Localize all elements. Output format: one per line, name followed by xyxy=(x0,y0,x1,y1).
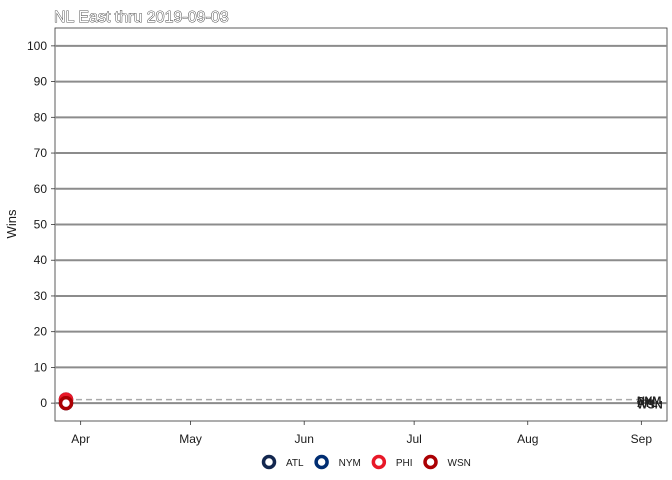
y-tick-label: 90 xyxy=(34,75,48,89)
end-label-wsn: WSN xyxy=(637,400,663,412)
y-tick-label: 20 xyxy=(34,325,48,339)
y-tick-label: 0 xyxy=(40,396,47,410)
legend-key-nym xyxy=(314,454,329,470)
y-tick-label: 80 xyxy=(34,110,48,124)
legend-label-atl: ATL xyxy=(286,458,304,469)
y-tick-label: 40 xyxy=(34,253,48,267)
end-label-nym: NYM xyxy=(637,395,661,407)
x-tick-label: Jun xyxy=(295,432,314,446)
x-axis-ticks: Apr May Jun Jul Aug Sep xyxy=(71,421,652,446)
gridlines xyxy=(55,44,667,405)
end-label-phi: PHI xyxy=(637,396,655,408)
legend-label-wsn: WSN xyxy=(448,458,471,469)
y-tick-label: 30 xyxy=(34,289,48,303)
x-tick-label: May xyxy=(179,432,202,446)
y-tick-label: 70 xyxy=(34,146,48,160)
series-wsn xyxy=(58,395,74,411)
chart-title: NL East thru 2019-09-03 xyxy=(54,9,229,26)
series-layer xyxy=(58,392,74,411)
y-tick-label: 50 xyxy=(34,218,48,232)
y-axis-title: Wins xyxy=(4,209,19,238)
data-point-wsn xyxy=(58,395,74,411)
x-tick-label: Jul xyxy=(406,432,421,446)
legend-key-atl xyxy=(261,454,277,470)
legend-label-phi: PHI xyxy=(396,458,413,469)
legend-label-nym: NYM xyxy=(339,458,361,469)
y-axis-ticks: 0 10 20 30 40 50 60 70 80 90 100 xyxy=(27,39,55,410)
y-tick-label: 60 xyxy=(34,182,48,196)
end-label-atl: ATL xyxy=(637,398,658,410)
legend-key-phi xyxy=(371,454,387,470)
y-tick-label: 10 xyxy=(34,360,48,374)
y-tick-label: 100 xyxy=(27,39,47,53)
x-tick-label: Aug xyxy=(517,432,538,446)
x-tick-label: Apr xyxy=(71,432,90,446)
legend: ATL NYM PHI WSN xyxy=(261,454,471,470)
x-tick-label: Sep xyxy=(631,432,653,446)
legend-key-wsn xyxy=(423,454,438,470)
